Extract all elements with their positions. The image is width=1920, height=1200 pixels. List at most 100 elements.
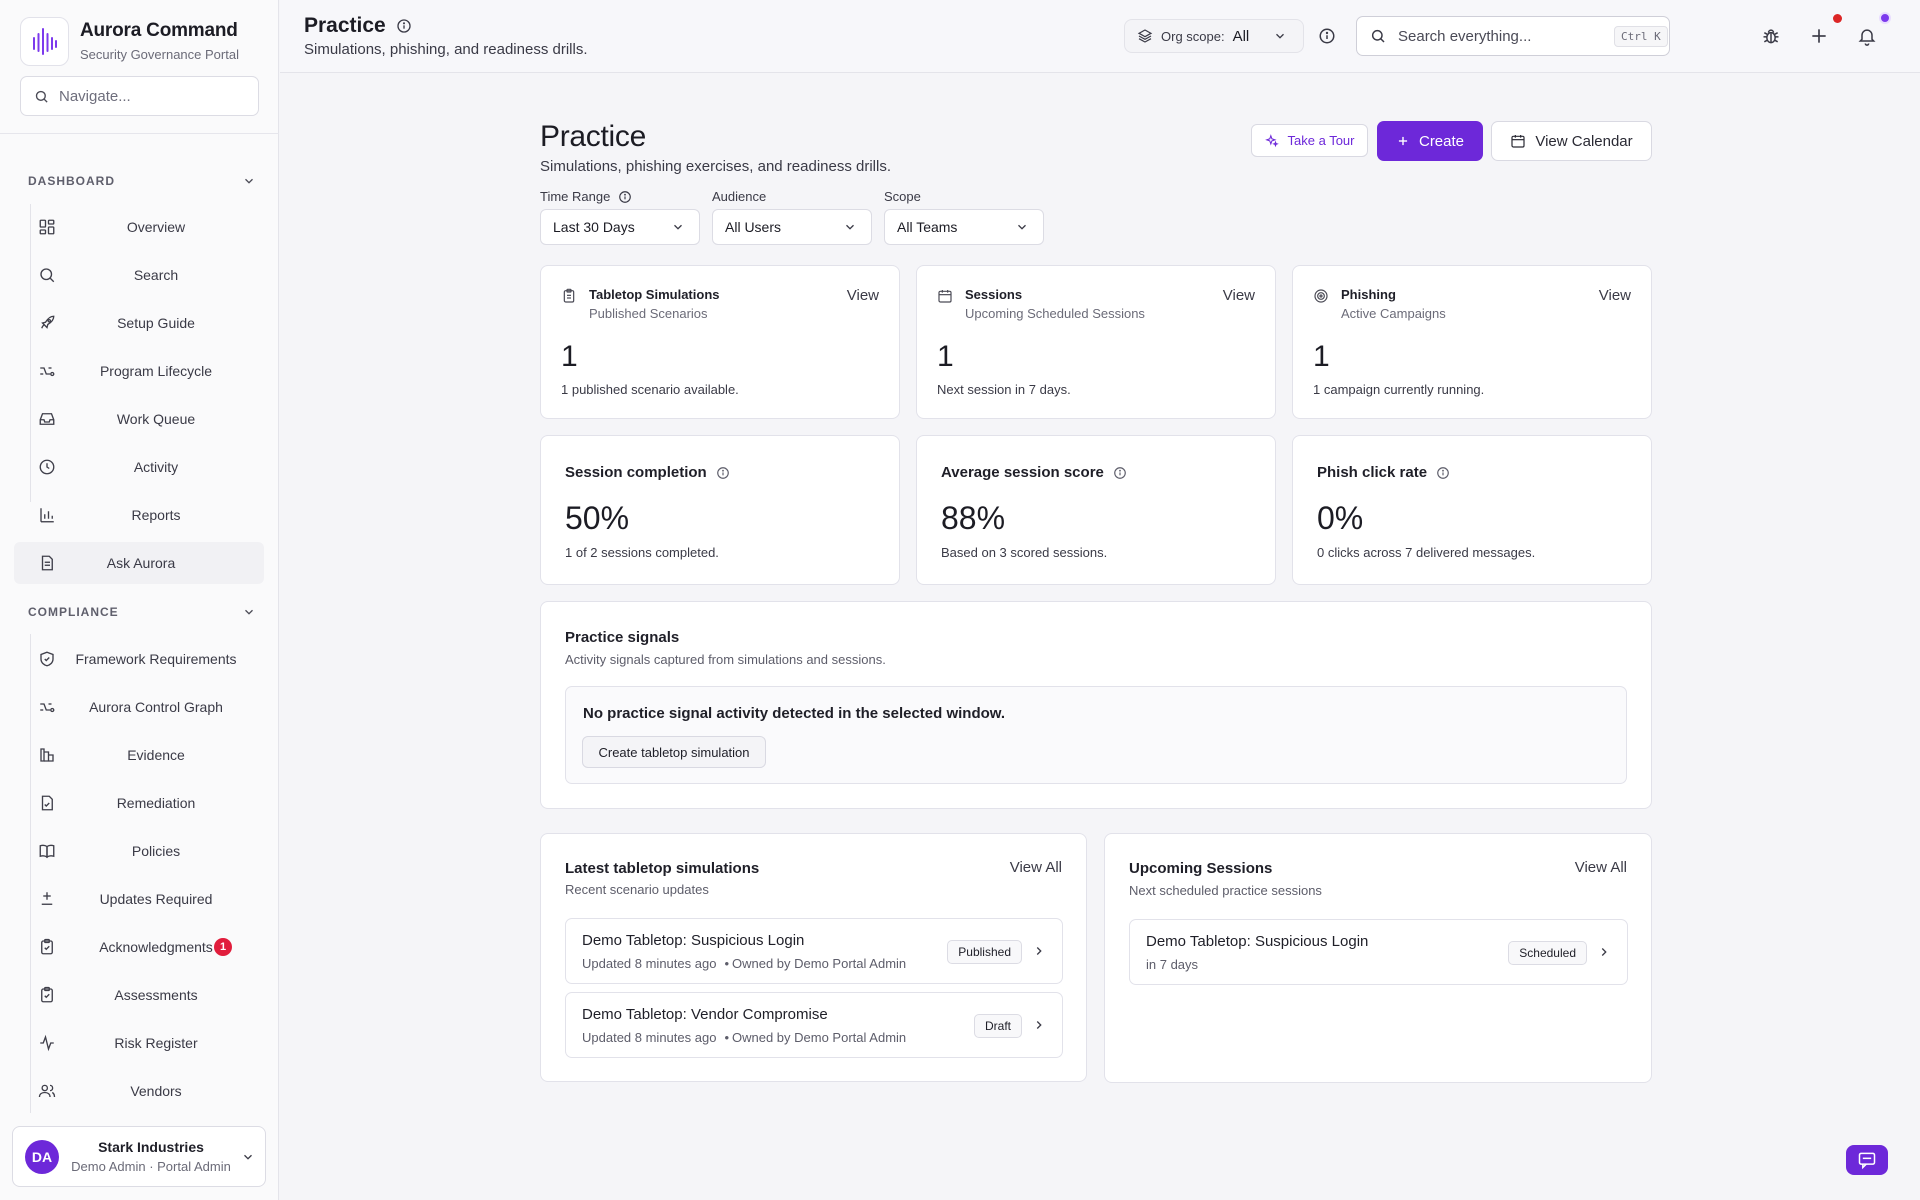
sidebar-item-vendors[interactable]: Vendors (30, 1070, 262, 1112)
upcoming-sessions-card: Upcoming Sessions Next scheduled practic… (1104, 833, 1652, 1083)
create-tabletop-simulation-button[interactable]: Create tabletop simulation (582, 736, 766, 768)
search-icon (40, 268, 55, 283)
sidebar-item-activity[interactable]: Activity (30, 446, 262, 488)
rocket-icon (41, 315, 55, 329)
shield-icon (40, 651, 54, 667)
sidebar-item-risk-register[interactable]: Risk Register (30, 1022, 262, 1064)
org-user: Demo Admin · Portal Admin (71, 1159, 231, 1174)
simulation-title: Demo Tabletop: Vendor Compromise (582, 1006, 828, 1023)
audience-value: All Users (725, 219, 782, 235)
info-icon[interactable] (1113, 466, 1127, 480)
notifications-button[interactable] (1853, 22, 1881, 50)
session-when: in 7 days (1146, 957, 1199, 972)
sidebar-item-framework-requirements[interactable]: Framework Requirements (30, 638, 262, 680)
sidebar-item-label: Setup Guide (117, 315, 195, 331)
simulation-owner: Owned by Demo Portal Admin (732, 1030, 907, 1045)
org-scope-select[interactable]: Org scope: All (1124, 19, 1304, 53)
sidebar: Aurora Command Security Governance Porta… (0, 0, 279, 1200)
document-icon (41, 555, 53, 571)
sidebar-divider (0, 133, 279, 134)
quick-add-button[interactable] (1805, 22, 1833, 50)
create-label: Create (1418, 132, 1465, 150)
view-all-link[interactable]: View All (1574, 859, 1627, 876)
kpi-value: 1 (937, 340, 954, 373)
info-icon[interactable] (396, 18, 412, 34)
clipboard-icon (563, 288, 575, 303)
empty-state: No practice signal activity detected in … (565, 686, 1627, 784)
sidebar-item-policies[interactable]: Policies (30, 830, 262, 872)
file-check-icon (41, 795, 53, 811)
sidebar-item-work-queue[interactable]: Work Queue (30, 398, 262, 440)
section-dashboard-label: DASHBOARD (28, 174, 115, 188)
audience-label: Audience (712, 189, 767, 204)
clipboard-icon (41, 986, 53, 1003)
info-icon[interactable] (1436, 466, 1450, 480)
kpi-subtitle: Published Scenarios (589, 306, 708, 321)
kpi-view-link[interactable]: View (846, 287, 879, 304)
sidebar-item-remediation[interactable]: Remediation (30, 782, 262, 824)
simulation-meta: Updated 8 minutes ago • Owned by Demo Port… (582, 956, 906, 971)
list-item[interactable]: Demo Tabletop: Suspicious Login in 7 day… (1129, 919, 1628, 985)
audience-select[interactable]: All Users (712, 209, 872, 245)
time-range-select[interactable]: Last 30 Days (540, 209, 700, 245)
org-scope-value: All (1232, 27, 1250, 45)
upcoming-sessions-subtitle: Next scheduled practice sessions (1129, 883, 1322, 898)
chevron-down-icon (1275, 33, 1284, 39)
org-switcher[interactable]: DA Stark Industries Demo Admin · Portal … (12, 1126, 266, 1187)
pulse-icon (40, 1034, 54, 1052)
scope-select[interactable]: All Teams (884, 209, 1044, 245)
page-title: Practice (540, 120, 646, 153)
section-compliance-label: COMPLIANCE (28, 605, 119, 619)
sparkles-icon (1264, 133, 1279, 147)
bug-report-button[interactable] (1757, 22, 1785, 50)
bug-icon (1763, 29, 1779, 44)
info-icon[interactable] (1318, 27, 1336, 45)
navigate-search-input[interactable]: Navigate... (20, 76, 259, 116)
plus-icon (1398, 136, 1408, 146)
kpi-view-link[interactable]: View (1222, 287, 1255, 304)
view-calendar-button[interactable]: View Calendar (1491, 121, 1652, 161)
sidebar-item-reports[interactable]: Reports (30, 494, 262, 536)
acknowledgments-count-badge: 1 (214, 938, 232, 956)
metric-card-phish-click-rate: Phish click rate 0% 0 clicks across 7 de… (1292, 435, 1652, 585)
sidebar-item-evidence[interactable]: Evidence (30, 734, 262, 776)
create-button[interactable]: Create (1377, 121, 1483, 161)
sidebar-nav[interactable]: DASHBOARD Overview Search Setup Guide Pr… (0, 134, 279, 1113)
sidebar-item-overview[interactable]: Overview (30, 206, 262, 248)
list-item[interactable]: Demo Tabletop: Vendor Compromise Updated… (565, 992, 1063, 1058)
sidebar-item-search[interactable]: Search (30, 254, 262, 296)
session-title: Demo Tabletop: Suspicious Login (1146, 933, 1369, 950)
brand[interactable]: Aurora Command Security Governance Porta… (20, 16, 239, 66)
sidebar-item-setup-guide[interactable]: Setup Guide (30, 302, 262, 344)
bar-chart-icon (40, 508, 54, 523)
sidebar-item-aurora-control-graph[interactable]: Aurora Control Graph (30, 686, 262, 728)
kpi-card-sessions: Sessions Upcoming Scheduled Sessions Vie… (916, 265, 1276, 419)
sidebar-item-program-lifecycle[interactable]: Program Lifecycle (30, 350, 262, 392)
list-item[interactable]: Demo Tabletop: Suspicious Login Updated … (565, 918, 1063, 984)
info-icon[interactable] (716, 466, 730, 480)
sidebar-item-label: Remediation (116, 795, 196, 811)
sidebar-item-acknowledgments[interactable]: Acknowledgments 1 (30, 926, 262, 968)
sidebar-item-updates-required[interactable]: Updates Required (30, 878, 262, 920)
chat-support-button[interactable] (1846, 1145, 1888, 1175)
metric-card-average-score: Average session score 88% Based on 3 sco… (916, 435, 1276, 585)
search-icon (1371, 29, 1385, 43)
kpi-description: 1 published scenario available. (561, 382, 739, 397)
take-a-tour-button[interactable]: Take a Tour (1251, 124, 1368, 157)
chevron-down-icon (846, 224, 854, 230)
global-search-input[interactable]: Search everything... Ctrl K (1356, 16, 1670, 56)
sidebar-item-assessments[interactable]: Assessments (30, 974, 262, 1016)
metric-value: 50% (565, 500, 630, 536)
info-icon[interactable] (618, 190, 632, 204)
kpi-view-link[interactable]: View (1598, 287, 1631, 304)
bell-icon (1858, 29, 1876, 46)
section-dashboard-toggle[interactable]: DASHBOARD (28, 171, 256, 191)
chevron-down-icon (245, 178, 253, 184)
org-name: Stark Industries (98, 1139, 204, 1155)
section-compliance-toggle[interactable]: COMPLIANCE (28, 602, 256, 622)
chevron-right-icon (1601, 948, 1607, 956)
view-all-link[interactable]: View All (1009, 859, 1062, 876)
sidebar-item-ask-aurora[interactable]: Ask Aurora (14, 542, 264, 584)
practice-signals-title: Practice signals (565, 629, 680, 646)
status-badge: Published (947, 940, 1022, 964)
